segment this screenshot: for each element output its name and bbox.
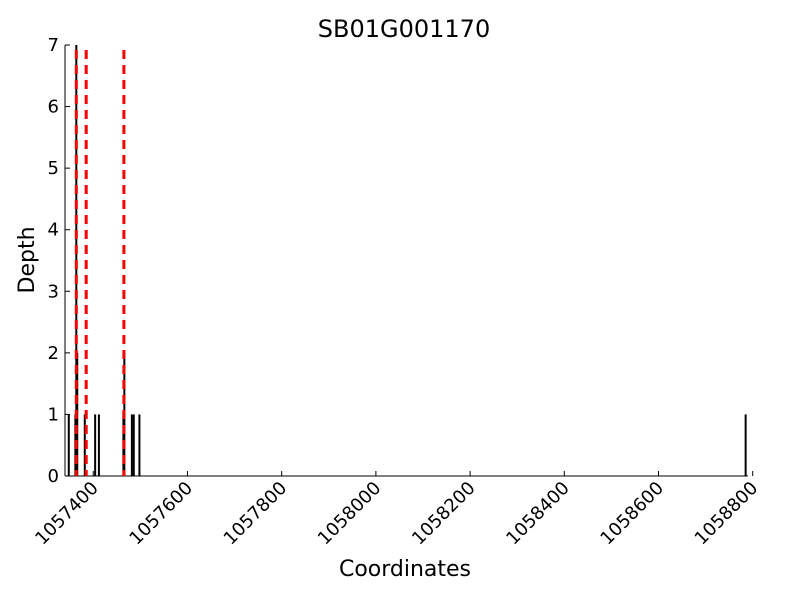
x-axis-label: Coordinates bbox=[339, 557, 471, 582]
y-tick-label: 6 bbox=[48, 97, 59, 118]
x-tick-label: 1057400 bbox=[31, 478, 103, 550]
x-tick-label: 1058000 bbox=[314, 478, 386, 550]
chart-title: SB01G001170 bbox=[318, 15, 490, 43]
y-tick-label: 0 bbox=[48, 466, 59, 487]
y-tick-label: 2 bbox=[48, 343, 59, 364]
x-tick-label: 1057800 bbox=[220, 478, 292, 550]
y-tick-label: 1 bbox=[48, 404, 59, 425]
x-tick-label: 1058400 bbox=[502, 478, 574, 550]
x-tick-label: 1058800 bbox=[691, 478, 763, 550]
x-tick-label: 1057600 bbox=[125, 478, 197, 550]
plot-area: 0 1 2 3 4 5 6 7 1057400 1057600 1057800 1058000 1058… bbox=[31, 35, 762, 549]
y-axis-label: Depth bbox=[15, 226, 40, 293]
x-tick-label: 1058600 bbox=[596, 478, 668, 550]
x-tick-label: 1058200 bbox=[408, 478, 480, 550]
y-tick-label: 4 bbox=[48, 220, 59, 241]
y-tick-label: 7 bbox=[48, 35, 59, 56]
y-tick-label: 5 bbox=[48, 158, 59, 179]
y-tick-label: 3 bbox=[48, 281, 59, 302]
